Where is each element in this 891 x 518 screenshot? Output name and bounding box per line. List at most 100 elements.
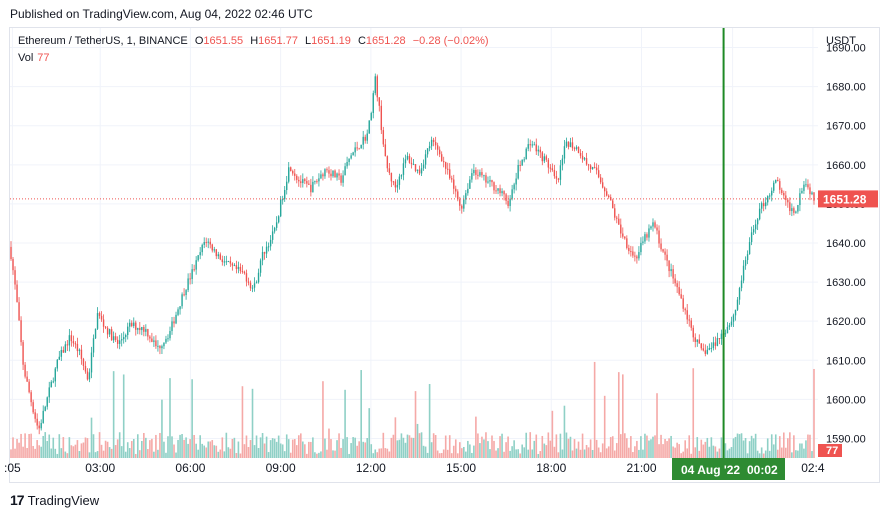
candle-body <box>129 322 131 327</box>
symbol-title[interactable]: Ethereum / TetherUS, 1, BINANCE <box>18 35 188 47</box>
volume-bar <box>803 448 805 458</box>
candle-body <box>209 241 211 245</box>
candle-body <box>440 154 443 162</box>
volume-bar <box>525 432 528 458</box>
candle-body <box>517 164 519 179</box>
candle-body <box>74 343 77 345</box>
volume-bar <box>394 417 397 458</box>
candle-body <box>801 190 803 194</box>
candle-body <box>102 319 105 327</box>
candle-body <box>746 254 749 261</box>
candle-body <box>481 172 483 176</box>
candle-body <box>686 310 688 320</box>
candle-body <box>302 179 304 184</box>
candle-body <box>159 345 161 349</box>
volume-bar <box>332 450 334 458</box>
volume-bar <box>664 438 666 458</box>
volume-bar <box>511 446 513 458</box>
footer-brand[interactable]: 17 TradingView <box>10 492 99 508</box>
open-value: 1651.55 <box>203 35 244 47</box>
candle-body <box>626 238 628 248</box>
volume-bar <box>444 435 447 458</box>
candle-body <box>505 194 507 201</box>
volume-bar <box>634 446 636 458</box>
candle-body <box>591 167 594 170</box>
candle-body <box>257 272 260 283</box>
candle-body <box>422 164 425 169</box>
candle-body <box>690 320 692 328</box>
volume-bar <box>398 439 401 458</box>
volume-bar <box>203 445 206 458</box>
candle-body <box>123 337 125 340</box>
volume-bar <box>456 453 459 458</box>
candle-body <box>525 148 527 160</box>
candle-body <box>724 333 727 335</box>
candle-body <box>453 179 455 189</box>
candle-body <box>125 335 127 338</box>
candle-body <box>201 244 203 253</box>
volume-bar <box>493 440 495 458</box>
volume-bar <box>718 448 721 458</box>
candle-body <box>169 331 171 339</box>
candle-body <box>368 120 370 134</box>
candle-body <box>263 252 266 254</box>
candle-body <box>110 329 113 341</box>
candle-body <box>428 146 431 149</box>
candle-body <box>656 227 658 231</box>
candle-body <box>449 169 451 179</box>
volume-bar <box>356 445 358 458</box>
candle-body <box>640 242 642 253</box>
volume-bar <box>555 434 558 458</box>
candle-body <box>666 254 668 261</box>
candle-body <box>324 169 326 177</box>
volume-bar <box>463 446 465 458</box>
volume-bar <box>72 446 75 458</box>
volume-bar <box>666 441 668 458</box>
volume-bar <box>714 446 717 458</box>
candle-body <box>300 181 302 184</box>
candle-body <box>461 205 463 209</box>
candle-body <box>718 338 721 340</box>
volume-bar <box>485 432 487 458</box>
volume-bar <box>408 435 411 458</box>
candle-body <box>14 270 16 285</box>
candles <box>10 73 815 435</box>
volume-bar <box>599 452 602 458</box>
volume-bar <box>688 435 691 458</box>
volume-bar <box>424 446 427 458</box>
candle-body <box>424 154 427 165</box>
time-axis[interactable]: :05 03:00 06:00 09:00 12:00 15:00 18:00 21:00 02… <box>4 461 825 475</box>
volume-bar <box>789 432 791 458</box>
volume-bar <box>698 450 701 458</box>
candle-body <box>68 335 71 346</box>
volume-bar <box>209 441 212 458</box>
high-value: 1651.77 <box>258 35 298 47</box>
candle-body <box>28 381 30 393</box>
candle-body <box>271 231 274 240</box>
candle-body <box>10 246 12 260</box>
candle-body <box>608 195 610 198</box>
candle-body <box>541 152 544 162</box>
volume-bar <box>227 447 230 458</box>
candle-body <box>386 156 389 169</box>
candle-body <box>273 227 276 232</box>
grid-lines <box>10 28 818 458</box>
candle-body <box>151 338 153 342</box>
volume-bar <box>712 445 715 458</box>
volume-bar <box>710 437 713 458</box>
volume-bar <box>650 439 652 458</box>
candle-body <box>813 192 815 201</box>
volume-bar <box>52 437 55 458</box>
candle-body <box>612 200 614 209</box>
low-value: 1651.19 <box>311 35 351 47</box>
volume-bar <box>98 432 101 458</box>
candle-body <box>557 178 560 180</box>
price-axis[interactable]: 1590.00 1600.00 1610.00 1620.00 1630.00 1640.… <box>826 43 866 446</box>
volume-bar <box>249 440 252 458</box>
candle-body <box>292 170 294 174</box>
volume-bar <box>801 443 803 458</box>
candle-body <box>781 189 783 193</box>
volume-bar <box>622 374 624 458</box>
candle-body <box>420 168 423 174</box>
